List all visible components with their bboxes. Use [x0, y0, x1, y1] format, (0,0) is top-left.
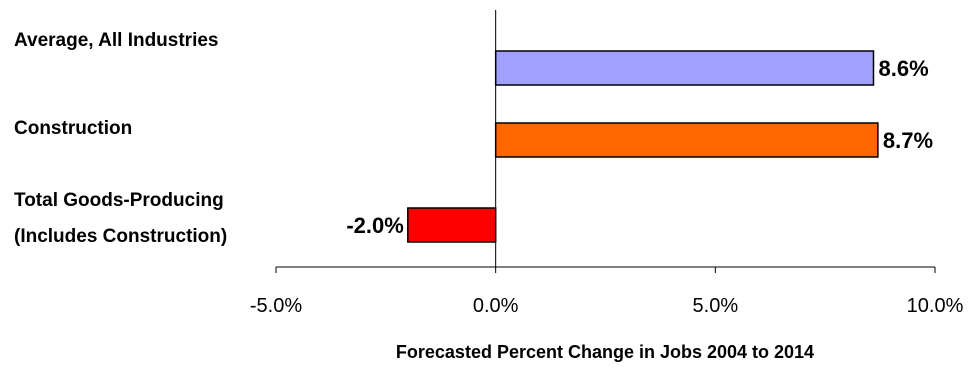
labels-group: 8.6% 8.7% -2.0% Average, All Industries Cons… [14, 30, 933, 247]
x-tick-label-2: 5.0% [693, 295, 739, 317]
x-tick-label-0: -5.0% [250, 295, 302, 317]
data-label-2: -2.0% [346, 213, 403, 238]
data-label-0: 8.6% [878, 56, 928, 81]
bar-1 [494, 122, 879, 158]
category-label-1-0: Construction [14, 118, 132, 139]
x-axis-title: Forecasted Percent Change in Jobs 2004 t… [396, 342, 814, 362]
bar-2 [407, 207, 497, 243]
category-label-0-0: Average, All Industries [14, 30, 219, 51]
category-label-2-0: Total Goods-Producing [14, 190, 224, 211]
data-label-1: 8.7% [883, 128, 933, 153]
axes-group: -5.0% 0.0% 5.0% 10.0% [250, 10, 964, 317]
category-label-2-1: (Includes Construction) [14, 226, 227, 247]
bar-0 [494, 50, 875, 86]
x-tick-label-1: 0.0% [473, 295, 519, 317]
bars-group [407, 50, 879, 243]
x-tick-label-3: 10.0% [907, 295, 964, 317]
